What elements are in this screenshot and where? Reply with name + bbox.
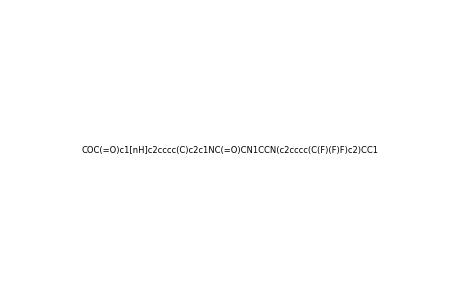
Text: COC(=O)c1[nH]c2cccc(C)c2c1NC(=O)CN1CCN(c2cccc(C(F)(F)F)c2)CC1: COC(=O)c1[nH]c2cccc(C)c2c1NC(=O)CN1CCN(c… (81, 146, 378, 154)
